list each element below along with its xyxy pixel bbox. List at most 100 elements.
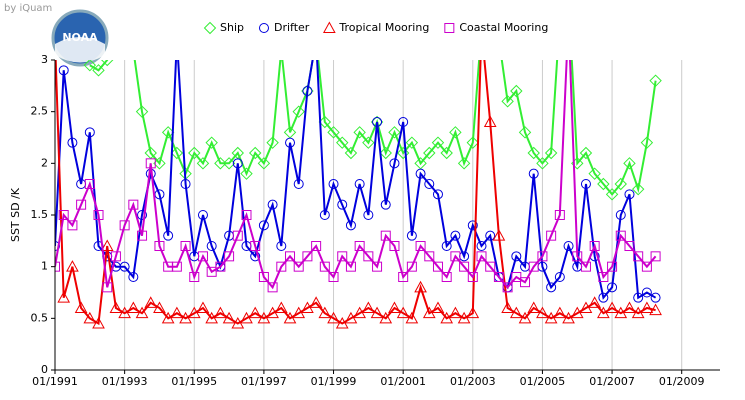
marker bbox=[564, 14, 573, 23]
marker bbox=[354, 241, 365, 251]
marker bbox=[337, 199, 348, 210]
marker bbox=[459, 261, 470, 272]
credit: by iQuam bbox=[4, 3, 52, 14]
marker bbox=[119, 13, 130, 24]
marker bbox=[58, 65, 69, 76]
marker bbox=[563, 0, 574, 4]
marker bbox=[285, 137, 296, 148]
y-axis-label: SST SD /K bbox=[9, 187, 22, 242]
marker bbox=[214, 306, 227, 319]
marker bbox=[203, 21, 217, 35]
marker bbox=[424, 251, 435, 262]
marker bbox=[57, 291, 71, 303]
marker bbox=[640, 301, 654, 313]
marker bbox=[431, 301, 445, 313]
x-tick-label: 01/1999 bbox=[311, 375, 357, 388]
marker bbox=[74, 301, 88, 313]
marker bbox=[441, 272, 452, 282]
marker bbox=[248, 306, 262, 319]
marker bbox=[372, 117, 383, 127]
marker bbox=[527, 301, 541, 313]
y-tick-label: 0.5 bbox=[31, 311, 49, 324]
marker bbox=[92, 64, 105, 77]
marker bbox=[84, 179, 95, 189]
marker bbox=[119, 261, 130, 272]
marker bbox=[554, 210, 565, 220]
x-tick-label: 01/1997 bbox=[241, 375, 287, 388]
series-line bbox=[55, 60, 657, 290]
marker bbox=[398, 272, 409, 282]
marker bbox=[119, 220, 130, 231]
marker bbox=[449, 126, 462, 139]
marker bbox=[322, 21, 336, 33]
marker bbox=[345, 220, 356, 231]
marker bbox=[327, 311, 340, 324]
marker bbox=[312, 35, 321, 44]
marker bbox=[214, 157, 227, 170]
marker bbox=[180, 179, 191, 189]
marker bbox=[546, 282, 557, 293]
marker bbox=[607, 261, 618, 272]
marker bbox=[450, 251, 461, 262]
marker bbox=[328, 272, 339, 282]
marker bbox=[161, 126, 175, 139]
x-tick-label: 01/2001 bbox=[380, 375, 426, 388]
marker bbox=[528, 261, 539, 272]
marker bbox=[362, 301, 375, 313]
marker bbox=[67, 137, 78, 148]
marker bbox=[502, 282, 513, 293]
marker bbox=[257, 157, 271, 170]
logo-wave bbox=[55, 37, 105, 63]
marker bbox=[518, 126, 532, 139]
marker bbox=[250, 241, 261, 251]
marker bbox=[405, 311, 419, 324]
marker bbox=[440, 146, 453, 160]
marker bbox=[649, 303, 662, 316]
marker bbox=[128, 199, 139, 210]
marker bbox=[624, 189, 635, 200]
marker bbox=[501, 301, 514, 313]
legend-label: Tropical Mooring bbox=[338, 21, 429, 34]
marker bbox=[598, 272, 609, 282]
y-tick-label: 3 bbox=[41, 53, 48, 66]
marker bbox=[344, 146, 358, 160]
marker bbox=[197, 251, 208, 262]
marker bbox=[450, 230, 461, 241]
marker bbox=[266, 136, 279, 149]
marker bbox=[510, 84, 523, 98]
marker bbox=[222, 311, 236, 324]
marker bbox=[518, 311, 532, 324]
marker bbox=[328, 179, 339, 189]
marker bbox=[189, 272, 200, 282]
marker bbox=[109, 301, 123, 313]
marker bbox=[379, 311, 393, 324]
marker bbox=[170, 306, 184, 319]
marker bbox=[605, 188, 619, 201]
marker bbox=[100, 239, 114, 251]
marker bbox=[363, 251, 374, 262]
marker bbox=[483, 115, 497, 127]
marker bbox=[431, 136, 445, 149]
marker bbox=[641, 261, 652, 272]
marker bbox=[276, 44, 287, 55]
marker bbox=[370, 306, 384, 319]
x-tick-label: 01/2007 bbox=[589, 375, 635, 388]
marker bbox=[163, 230, 174, 241]
marker bbox=[492, 229, 506, 241]
marker bbox=[605, 301, 619, 313]
marker bbox=[633, 292, 644, 303]
marker bbox=[302, 86, 313, 96]
series-line bbox=[55, 60, 657, 300]
marker bbox=[172, 35, 181, 44]
marker bbox=[319, 210, 330, 220]
marker bbox=[258, 220, 269, 231]
marker bbox=[76, 199, 87, 210]
marker bbox=[536, 306, 549, 319]
marker bbox=[493, 34, 504, 45]
marker bbox=[311, 241, 322, 251]
marker bbox=[259, 23, 269, 33]
marker bbox=[302, 251, 313, 262]
marker bbox=[406, 261, 417, 272]
marker bbox=[615, 230, 626, 241]
marker bbox=[554, 272, 565, 282]
